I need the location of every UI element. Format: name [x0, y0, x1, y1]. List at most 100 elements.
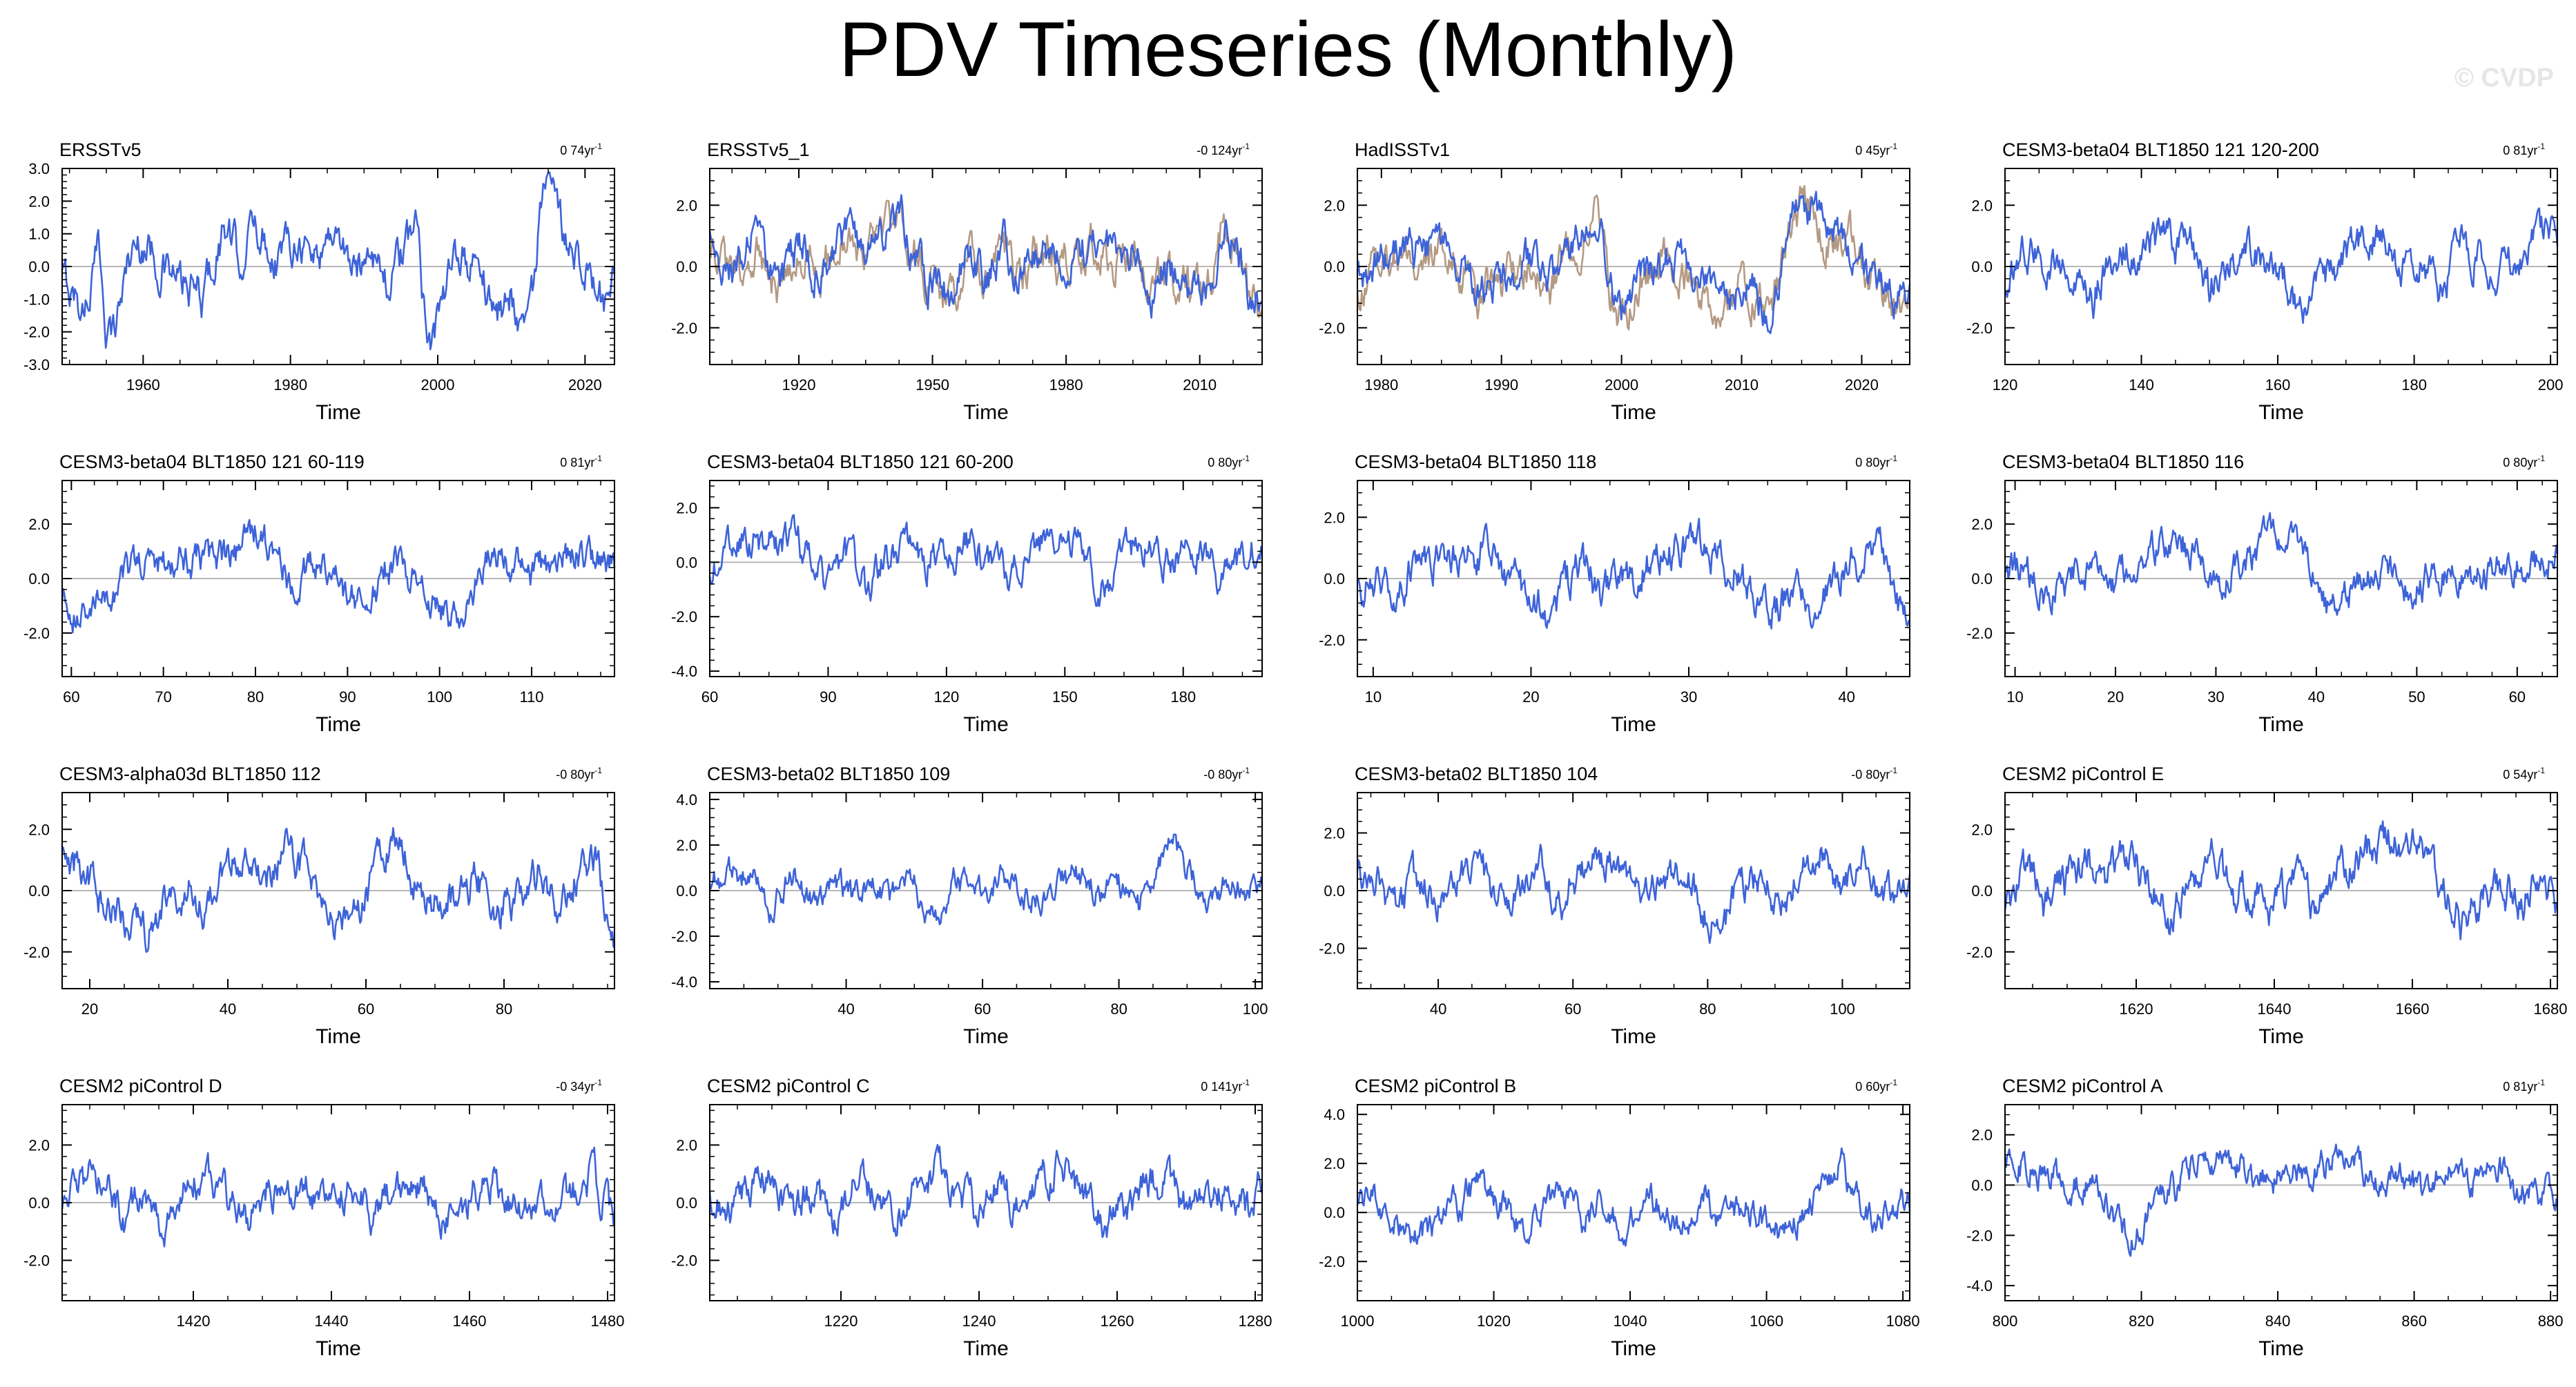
panel-5: CESM3-beta04 BLT1850 121 60-119 0 81yr-1 6…: [23, 452, 616, 736]
y-tick-label: 0.0: [676, 258, 697, 275]
panel-13: CESM2 piControl D -0 34yr-1 1420 1440 1460 14…: [23, 1076, 624, 1360]
x-tick-label: 20: [81, 1000, 98, 1018]
x-axis-label: Time: [316, 401, 361, 424]
x-axis-label: Time: [2258, 713, 2304, 736]
x-tick-label: 160: [2265, 376, 2291, 394]
x-tick-label: 100: [427, 688, 452, 706]
x-axis-label: Time: [1611, 1025, 1656, 1048]
panel-11: CESM3-beta02 BLT1850 104 -0 80yr-1 40 60 80 1…: [1319, 764, 1911, 1048]
y-tick-label: -2.0: [671, 608, 697, 625]
panel-title: CESM3-beta02 BLT1850 109: [707, 764, 950, 784]
series-line: [1356, 517, 1910, 630]
trend-label: 0 81yr-1: [560, 454, 602, 469]
panel-title: CESM3-beta04 BLT1850 121 120-200: [2002, 139, 2319, 160]
x-tick-label: 80: [247, 688, 264, 706]
y-tick-label: 1.0: [28, 226, 50, 243]
x-tick-label: 2000: [421, 376, 455, 394]
x-tick-label: 60: [1565, 1000, 1581, 1018]
x-tick-label: 60: [358, 1000, 374, 1018]
x-tick-label: 60: [2509, 688, 2526, 706]
x-tick-label: 1640: [2258, 1000, 2292, 1018]
x-tick-label: 10: [2006, 688, 2023, 706]
series-line: [1356, 191, 1911, 335]
x-tick-label: 2020: [568, 376, 602, 394]
series-line: [1357, 1147, 1911, 1247]
x-tick-label: 120: [933, 688, 959, 706]
y-tick-label: 2.0: [1324, 197, 1345, 214]
panel-title: CESM2 piControl E: [2002, 764, 2164, 784]
y-tick-label: -4.0: [1966, 1277, 1993, 1294]
x-tick-label: 100: [1830, 1000, 1855, 1018]
series-line: [61, 171, 616, 351]
trend-label: 0 45yr-1: [1855, 142, 1897, 157]
x-tick-label: 150: [1052, 688, 1078, 706]
x-tick-label: 1020: [1477, 1312, 1511, 1330]
trend-label: 0 74yr-1: [560, 142, 602, 157]
x-tick-label: 200: [2538, 376, 2564, 394]
x-tick-label: 1960: [126, 376, 160, 394]
x-axis-label: Time: [1611, 713, 1656, 736]
panel-15: CESM2 piControl B 0 60yr-1 1000 1020 1040 106…: [1319, 1076, 1920, 1360]
y-tick-label: 2.0: [676, 1136, 697, 1154]
x-tick-label: 100: [1243, 1000, 1268, 1018]
y-tick-label: 0.0: [676, 882, 697, 900]
x-tick-label: 110: [519, 688, 543, 706]
x-tick-label: 1480: [591, 1312, 625, 1330]
series-line: [61, 827, 616, 953]
trend-label: -0 80yr-1: [556, 766, 602, 782]
y-tick-label: 2.0: [28, 1136, 50, 1154]
x-tick-label: 1040: [1614, 1312, 1647, 1330]
x-tick-label: 860: [2401, 1312, 2427, 1330]
y-tick-label: 2.0: [1971, 821, 1993, 838]
trend-label: 0 80yr-1: [1208, 454, 1250, 469]
x-tick-label: 70: [155, 688, 171, 706]
x-axis-label: Time: [963, 1337, 1009, 1360]
y-tick-label: -2.0: [1319, 940, 1345, 958]
trend-label: -0 80yr-1: [1851, 766, 1897, 782]
y-tick-label: 0.0: [1971, 258, 1993, 275]
plot-frame: [709, 480, 1263, 677]
x-tick-label: 2000: [1605, 376, 1638, 394]
x-tick-label: 2010: [1183, 376, 1217, 394]
trend-label: -0 124yr-1: [1197, 142, 1250, 157]
trend-label: -0 34yr-1: [556, 1078, 602, 1094]
x-tick-label: 2010: [1725, 376, 1759, 394]
trend-label: 0 80yr-1: [2503, 454, 2545, 469]
x-axis-label: Time: [963, 1025, 1009, 1048]
x-axis-label: Time: [1611, 401, 1656, 424]
series-line-obs2: [1356, 184, 1911, 331]
panel-2: ERSSTv5_1 -0 124yr-1 1920 1950 1980 2010 Time -…: [671, 139, 1263, 424]
x-tick-label: 40: [837, 1000, 854, 1018]
x-tick-label: 60: [63, 688, 79, 706]
y-tick-label: 0.0: [28, 570, 50, 588]
panel-title: ERSSTv5_1: [707, 139, 810, 160]
panel-12: CESM2 piControl E 0 54yr-1 1620 1640 1660 168…: [1966, 764, 2567, 1048]
x-tick-label: 1620: [2120, 1000, 2153, 1018]
y-tick-label: 2.0: [1971, 516, 1993, 533]
series-line: [708, 194, 1263, 319]
y-tick-label: 0.0: [1971, 570, 1993, 588]
x-tick-label: 40: [220, 1000, 236, 1018]
y-tick-label: -2.0: [1319, 1253, 1345, 1270]
x-axis-label: Time: [316, 713, 361, 736]
x-tick-label: 1420: [177, 1312, 211, 1330]
y-tick-label: 2.0: [1971, 1127, 1993, 1144]
y-tick-label: 2.0: [676, 197, 697, 214]
series-line: [61, 518, 616, 634]
x-tick-label: 1980: [273, 376, 307, 394]
panel-title: CESM2 piControl B: [1355, 1076, 1516, 1096]
series-line: [708, 1144, 1263, 1239]
panel-title: CESM3-beta04 BLT1850 118: [1355, 452, 1596, 472]
y-tick-label: 0.0: [1324, 1204, 1345, 1221]
x-tick-label: 1980: [1364, 376, 1398, 394]
y-tick-label: -2.0: [671, 1252, 697, 1270]
x-tick-label: 800: [1993, 1312, 2018, 1330]
x-axis-label: Time: [963, 401, 1009, 424]
trend-label: 0 81yr-1: [2503, 1078, 2545, 1094]
y-tick-label: -1.0: [23, 291, 50, 308]
y-tick-label: -2.0: [23, 625, 50, 642]
y-tick-label: -2.0: [1966, 1227, 1993, 1244]
x-tick-label: 30: [1681, 688, 1697, 706]
y-tick-label: 0.0: [1971, 1177, 1993, 1194]
